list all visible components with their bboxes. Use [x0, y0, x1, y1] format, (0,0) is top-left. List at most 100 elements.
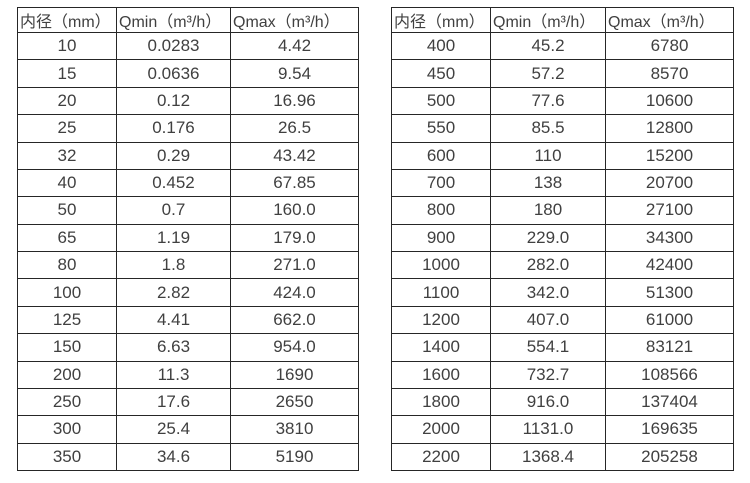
table-cell: 700 — [391, 168, 491, 198]
table-cell: 1690 — [230, 360, 359, 389]
table-cell: 25 — [17, 114, 117, 143]
table-cell: 2000 — [391, 415, 491, 444]
table-cell: 65 — [17, 223, 117, 253]
table-cell: 43.42 — [230, 141, 359, 170]
table-cell: 20 — [17, 86, 117, 116]
header-row: 内径（mm） Qmin（m³/h） Qmax（m³/h） — [391, 7, 734, 33]
table-cell: 160.0 — [230, 196, 359, 225]
table-row: 125 4.41 662.0 — [17, 305, 359, 335]
table-cell: 100 — [17, 278, 117, 307]
table-cell: 0.7 — [116, 196, 231, 225]
flow-rate-table-small-diameters: 内径（mm） Qmin（m³/h） Qmax（m³/h） 10 0.0283 4.42 1… — [17, 7, 359, 472]
table-cell: 85.5 — [490, 114, 606, 143]
table-cell: 424.0 — [230, 278, 359, 307]
table-row: 500 77.6 10600 — [391, 86, 734, 116]
header-cell: 内径（mm） — [391, 7, 491, 33]
table-row: 50 0.7 160.0 — [17, 196, 359, 225]
table-row: 150 6.63 954.0 — [17, 333, 359, 362]
table-cell: 26.5 — [230, 114, 359, 143]
table-row: 1100 342.0 51300 — [391, 278, 734, 307]
table-cell: 25.4 — [116, 415, 231, 444]
table-cell: 5190 — [230, 442, 359, 472]
table-cell: 45.2 — [490, 31, 606, 61]
table-row: 2000 1131.0 169635 — [391, 415, 734, 444]
table-cell: 179.0 — [230, 223, 359, 253]
table-cell: 600 — [391, 141, 491, 170]
header-cell: Qmin（m³/h） — [116, 7, 231, 33]
table-cell: 0.12 — [116, 86, 231, 116]
table-row: 250 17.6 2650 — [17, 387, 359, 417]
table-cell: 350 — [17, 442, 117, 472]
table-cell: 0.29 — [116, 141, 231, 170]
table-cell: 500 — [391, 86, 491, 116]
table-row: 300 25.4 3810 — [17, 415, 359, 444]
table-cell: 34300 — [605, 223, 734, 253]
table-cell: 34.6 — [116, 442, 231, 472]
table-cell: 916.0 — [490, 387, 606, 417]
table-cell: 6780 — [605, 31, 734, 61]
table-row: 1800 916.0 137404 — [391, 387, 734, 417]
table-row: 800 180 27100 — [391, 196, 734, 225]
table-body: 10 0.0283 4.42 15 0.0636 9.54 20 0.12 16.96 25 0.1… — [17, 31, 359, 472]
table-cell: 550 — [391, 114, 491, 143]
table-cell: 1400 — [391, 333, 491, 362]
table-cell: 20700 — [605, 168, 734, 198]
table-cell: 200 — [17, 360, 117, 389]
table-cell: 0.0636 — [116, 59, 231, 88]
header-cell: Qmin（m³/h） — [490, 7, 606, 33]
table-cell: 2200 — [391, 442, 491, 472]
table-row: 32 0.29 43.42 — [17, 141, 359, 170]
table-row: 100 2.82 424.0 — [17, 278, 359, 307]
table-row: 1400 554.1 83121 — [391, 333, 734, 362]
table-cell: 80 — [17, 250, 117, 280]
table-cell: 42400 — [605, 250, 734, 280]
table-cell: 1.8 — [116, 250, 231, 280]
table-cell: 27100 — [605, 196, 734, 225]
table-row: 2200 1368.4 205258 — [391, 442, 734, 472]
header-cell: Qmax（m³/h） — [230, 7, 359, 33]
table-cell: 1131.0 — [490, 415, 606, 444]
table-cell: 15 — [17, 59, 117, 88]
table-row: 1000 282.0 42400 — [391, 250, 734, 280]
table-header: 内径（mm） Qmin（m³/h） Qmax（m³/h） — [391, 7, 734, 33]
table-cell: 1200 — [391, 305, 491, 335]
header-row: 内径（mm） Qmin（m³/h） Qmax（m³/h） — [17, 7, 359, 33]
table-cell: 1.19 — [116, 223, 231, 253]
table-cell: 32 — [17, 141, 117, 170]
table-cell: 1600 — [391, 360, 491, 389]
table-row: 1200 407.0 61000 — [391, 305, 734, 335]
table-cell: 138 — [490, 168, 606, 198]
table-row: 900 229.0 34300 — [391, 223, 734, 253]
table-cell: 1368.4 — [490, 442, 606, 472]
flow-rate-table-large-diameters: 内径（mm） Qmin（m³/h） Qmax（m³/h） 400 45.2 6780 45… — [391, 7, 734, 472]
table-cell: 662.0 — [230, 305, 359, 335]
table-cell: 10600 — [605, 86, 734, 116]
table-cell: 1100 — [391, 278, 491, 307]
table-cell: 15200 — [605, 141, 734, 170]
table-row: 550 85.5 12800 — [391, 114, 734, 143]
table-cell: 300 — [17, 415, 117, 444]
table-cell: 282.0 — [490, 250, 606, 280]
table-cell: 407.0 — [490, 305, 606, 335]
table-cell: 180 — [490, 196, 606, 225]
table-cell: 40 — [17, 168, 117, 198]
table-cell: 11.3 — [116, 360, 231, 389]
table-row: 80 1.8 271.0 — [17, 250, 359, 280]
table-cell: 83121 — [605, 333, 734, 362]
table-row: 350 34.6 5190 — [17, 442, 359, 472]
table-row: 1600 732.7 108566 — [391, 360, 734, 389]
table-row: 15 0.0636 9.54 — [17, 59, 359, 88]
table-row: 700 138 20700 — [391, 168, 734, 198]
table-row: 600 110 15200 — [391, 141, 734, 170]
table-cell: 732.7 — [490, 360, 606, 389]
table-cell: 67.85 — [230, 168, 359, 198]
table-cell: 108566 — [605, 360, 734, 389]
table-cell: 400 — [391, 31, 491, 61]
table-cell: 954.0 — [230, 333, 359, 362]
table-cell: 10 — [17, 31, 117, 61]
table-row: 10 0.0283 4.42 — [17, 31, 359, 61]
table-row: 450 57.2 8570 — [391, 59, 734, 88]
table-cell: 9.54 — [230, 59, 359, 88]
table-cell: 125 — [17, 305, 117, 335]
table-cell: 0.452 — [116, 168, 231, 198]
